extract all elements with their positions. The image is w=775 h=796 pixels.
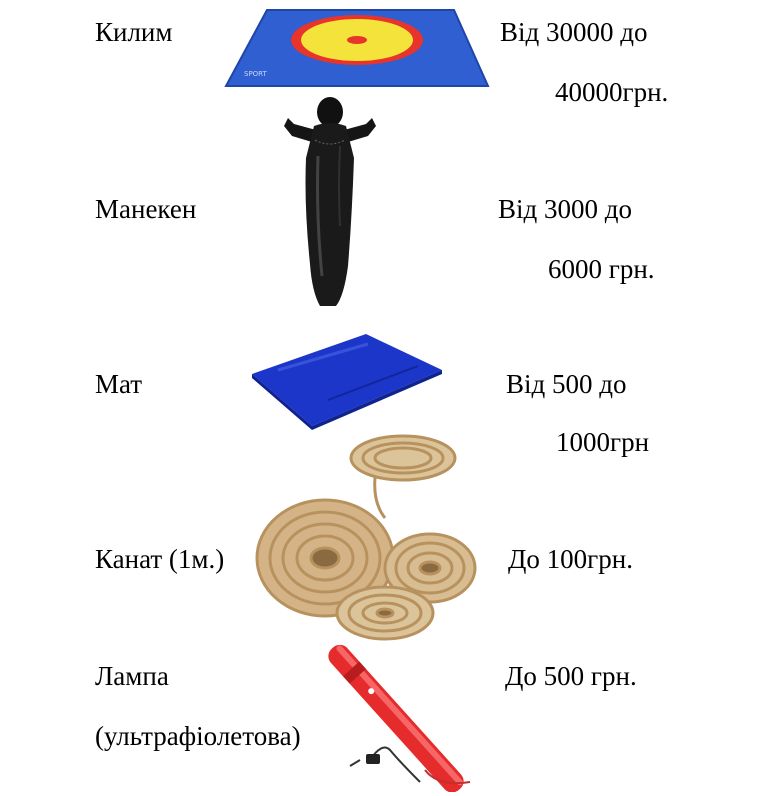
wrestling-dummy-icon bbox=[280, 96, 380, 311]
item-name-lamp-line2: (ультрафіолетова) bbox=[95, 721, 301, 751]
gym-mat-icon bbox=[248, 330, 448, 430]
item-price-dummy-line1: Від 3000 до bbox=[498, 194, 632, 224]
item-price-dummy-line2: 6000 грн. bbox=[548, 254, 655, 284]
uv-lamp-icon bbox=[320, 642, 505, 792]
item-name-lamp-line1: Лампа bbox=[95, 661, 169, 691]
item-name-carpet: Килим bbox=[95, 17, 173, 47]
rope-coils-icon bbox=[255, 428, 485, 643]
item-name-rope: Канат (1м.) bbox=[95, 544, 225, 574]
svg-text:SPORT: SPORT bbox=[244, 70, 268, 78]
item-price-mat-line2: 1000грн bbox=[556, 427, 650, 457]
item-price-rope: До 100грн. bbox=[508, 544, 633, 574]
item-name-mat: Мат bbox=[95, 369, 143, 399]
item-price-carpet-line1: Від 30000 до bbox=[500, 17, 648, 47]
wrestling-carpet-icon: SPORT bbox=[222, 8, 492, 88]
item-price-lamp: До 500 грн. bbox=[505, 661, 637, 691]
item-price-carpet-line2: 40000грн. bbox=[555, 77, 669, 107]
item-price-mat-line1: Від 500 до bbox=[506, 369, 627, 399]
item-name-dummy: Манекен bbox=[95, 194, 197, 224]
